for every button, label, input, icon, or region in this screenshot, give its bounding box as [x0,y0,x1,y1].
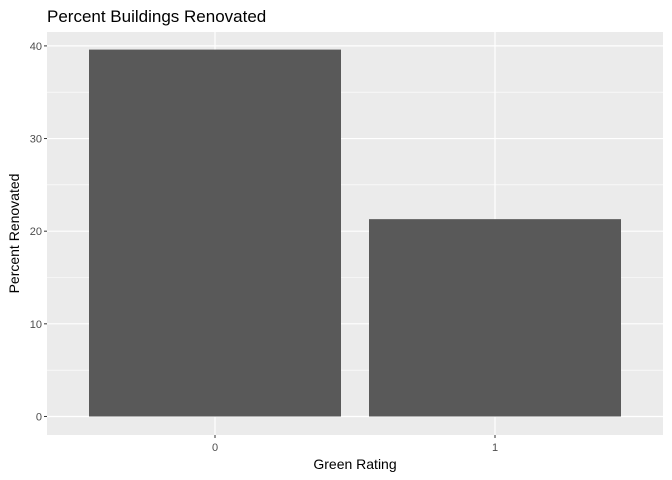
bars [89,49,621,417]
bar-1 [369,219,621,417]
y-tick-label: 30 [30,134,42,146]
chart-title: Percent Buildings Renovated [47,7,266,26]
y-axis-label: Percent Renovated [6,174,22,294]
x-axis-label: Green Rating [313,456,396,472]
x-tick-label: 0 [212,442,218,454]
x-tick-label: 1 [492,442,498,454]
bar-0 [89,49,341,417]
y-tick-label: 20 [30,226,42,238]
y-axis-ticks: 0 10 20 30 40 [30,41,47,423]
y-tick-label: 10 [30,319,42,331]
y-tick-label: 40 [30,41,42,53]
y-tick-label: 0 [36,411,42,423]
